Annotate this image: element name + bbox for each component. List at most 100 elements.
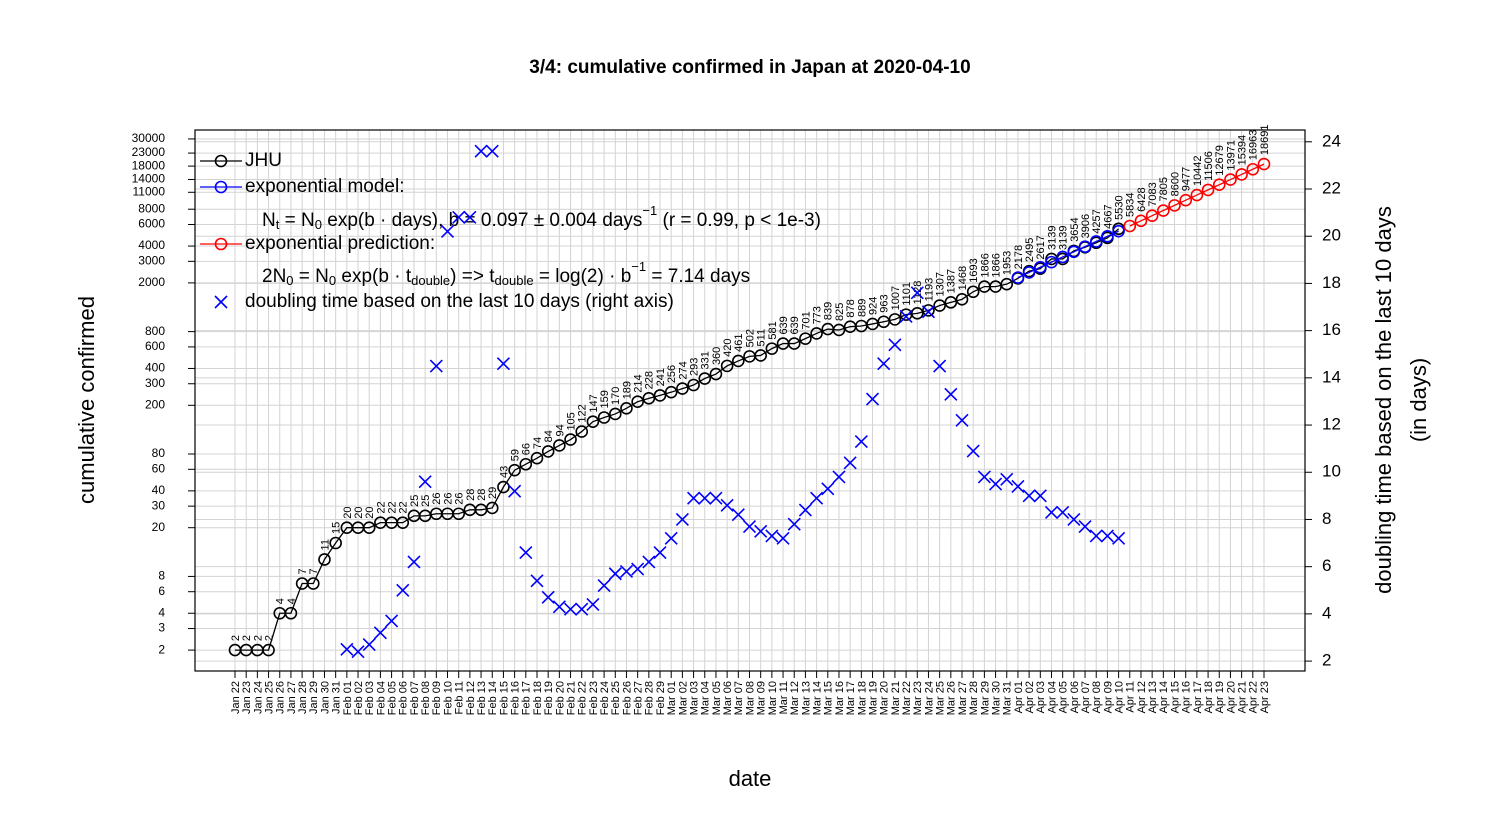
x-tick-label: Mar 12 [789,681,801,715]
x-marker [1112,531,1126,545]
x-tick-label: Feb 25 [610,681,622,715]
x-tick-label: Jan 23 [241,681,253,714]
point [396,516,410,529]
x-marker [854,435,868,449]
x-tick-label: Mar 22 [901,681,913,715]
formula-part: (r = 0.99, p < 1e-3) [657,210,821,231]
formula-part: 0 [286,273,293,288]
data-label: 5530 [1114,195,1126,219]
x-tick-label: Apr 11 [1125,681,1137,713]
x-tick-label: Apr 05 [1058,681,1070,713]
y-tick-label: 400 [145,361,165,375]
data-label: 8600 [1169,172,1181,196]
x-tick-label: Mar 28 [968,681,980,715]
y-tick-label: 40 [152,483,166,497]
x-tick-label: Apr 22 [1248,681,1260,713]
data-label: 2617 [1035,235,1047,259]
point [318,553,331,566]
x-tick-label: Mar 26 [946,681,958,715]
y-tick-label: 8 [158,569,165,583]
point [1179,193,1193,207]
x-marker [1100,529,1114,543]
point [709,367,723,381]
x-marker [966,444,980,458]
data-label: 74 [532,437,544,449]
x-tick-label: Feb 12 [465,681,477,715]
formula-part: exp(b · days), b = 0.097 ± 0.004 days [322,210,642,231]
data-label: 9477 [1181,167,1193,191]
point [664,385,678,399]
x-marker [877,357,891,371]
data-label: 1387 [946,269,958,293]
point [1224,173,1237,186]
data-label: 10442 [1192,155,1204,186]
data-label: 18691 [1259,125,1271,156]
point [832,323,846,337]
x-marker [810,491,824,505]
data-label: 84 [543,430,555,442]
data-label: 1007 [890,286,902,310]
x-marker [586,597,600,612]
data-label: 4 [275,598,287,604]
x-marker [1056,505,1070,519]
legend-label: JHU [245,150,282,171]
point [1257,157,1271,171]
formula-part: 0 [315,217,322,232]
x-tick-label: Mar 05 [711,681,723,715]
x-marker [440,224,455,239]
point [553,439,566,452]
x-tick-label: Mar 10 [767,681,779,715]
data-label: 25 [409,495,421,507]
data-label: 4257 [1091,209,1103,233]
data-label: 12679 [1214,145,1226,176]
x-tick-label: Feb 04 [375,681,387,715]
formula-part: N [262,210,276,231]
y-tick-label: 800 [145,324,165,338]
data-label: 461 [733,334,745,352]
x-tick-label: Feb 19 [543,681,555,715]
x-marker [474,144,488,158]
x-tick-label: Apr 17 [1192,681,1204,713]
x-marker [619,564,634,578]
x-tick-label: Mar 02 [677,681,689,715]
y-axis-label: cumulative confirmed [74,296,99,504]
x-marker [530,574,544,588]
point [1123,219,1137,233]
y2-tick-label: 16 [1322,320,1341,339]
x-marker [552,600,566,614]
formula-part: double [495,273,534,288]
point [530,451,544,465]
data-label: 1193 [923,278,935,302]
data-label: 581 [767,321,779,339]
x-tick-label: Mar 21 [890,681,902,715]
x-marker [396,583,410,597]
x-tick-label: Mar 06 [722,681,734,715]
data-label: 2 [252,635,264,641]
point [1022,266,1036,279]
x-marker [597,578,611,593]
point [687,378,700,392]
point [541,445,555,458]
y-tick-label: 200 [145,397,165,411]
x-tick-label: Mar 29 [979,681,991,715]
x-tick-label: Feb 21 [565,681,577,715]
point [586,415,600,428]
y2-tick-label: 6 [1322,556,1331,575]
point [1246,162,1260,176]
series-line [1129,163,1265,227]
y-tick-label: 2 [158,642,165,656]
x-marker [765,529,779,543]
formula-part: double [411,273,450,288]
x-tick-label: Mar 15 [823,681,835,715]
x-tick-label: Mar 01 [666,681,678,715]
x-tick-label: Jan 27 [286,681,298,714]
x-marker [832,470,846,484]
data-label: 1468 [957,266,969,290]
x-marker [776,531,790,545]
x-marker [214,295,228,309]
y-tick-label: 18000 [132,158,166,172]
point [329,536,342,550]
x-marker [798,503,812,517]
x-tick-label: Feb 22 [577,681,589,715]
x-tick-label: Feb 17 [521,681,533,715]
